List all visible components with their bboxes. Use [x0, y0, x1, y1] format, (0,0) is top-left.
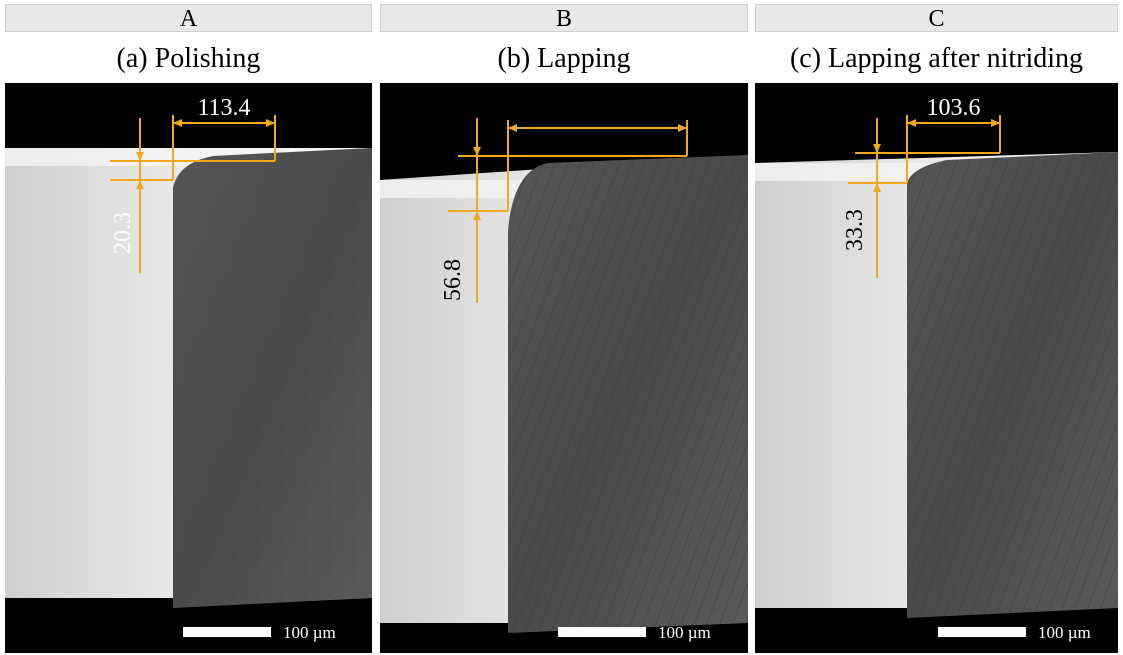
sem-image: 100 µm 113.4 20.3: [5, 83, 372, 653]
scale-bar: [183, 627, 271, 637]
height-label: 33.3: [842, 209, 868, 251]
scale-bar-label: 100 µm: [658, 623, 711, 642]
scale-bar: [558, 627, 646, 637]
scale-bar-label: 100 µm: [283, 623, 336, 642]
width-label: 103.6: [927, 95, 981, 121]
height-label: 56.8: [440, 259, 466, 301]
sample-texture: [907, 152, 1118, 618]
height-label: 20.3: [110, 212, 136, 254]
figure: A B C (a) Polishing (b) Lapping (c) Lapp…: [0, 0, 1123, 655]
column-letter: A: [5, 4, 372, 32]
panel-title: (b) Lapping: [380, 38, 748, 80]
width-label: 190.3: [571, 100, 625, 126]
sample-texture: [173, 148, 372, 608]
sem-image: 100 µm 103.6 33.3: [755, 83, 1118, 653]
panel-title: (c) Lapping after nitriding: [755, 38, 1118, 80]
scale-bar-label: 100 µm: [1038, 623, 1091, 642]
panel-title: (a) Polishing: [5, 38, 372, 80]
scale-bar: [938, 627, 1026, 637]
column-letter: C: [755, 4, 1118, 32]
sem-image: 100 µm 190.3 56.8: [380, 83, 748, 653]
width-label: 113.4: [197, 95, 250, 121]
sample-texture: [508, 155, 748, 633]
column-letter: B: [380, 4, 748, 32]
